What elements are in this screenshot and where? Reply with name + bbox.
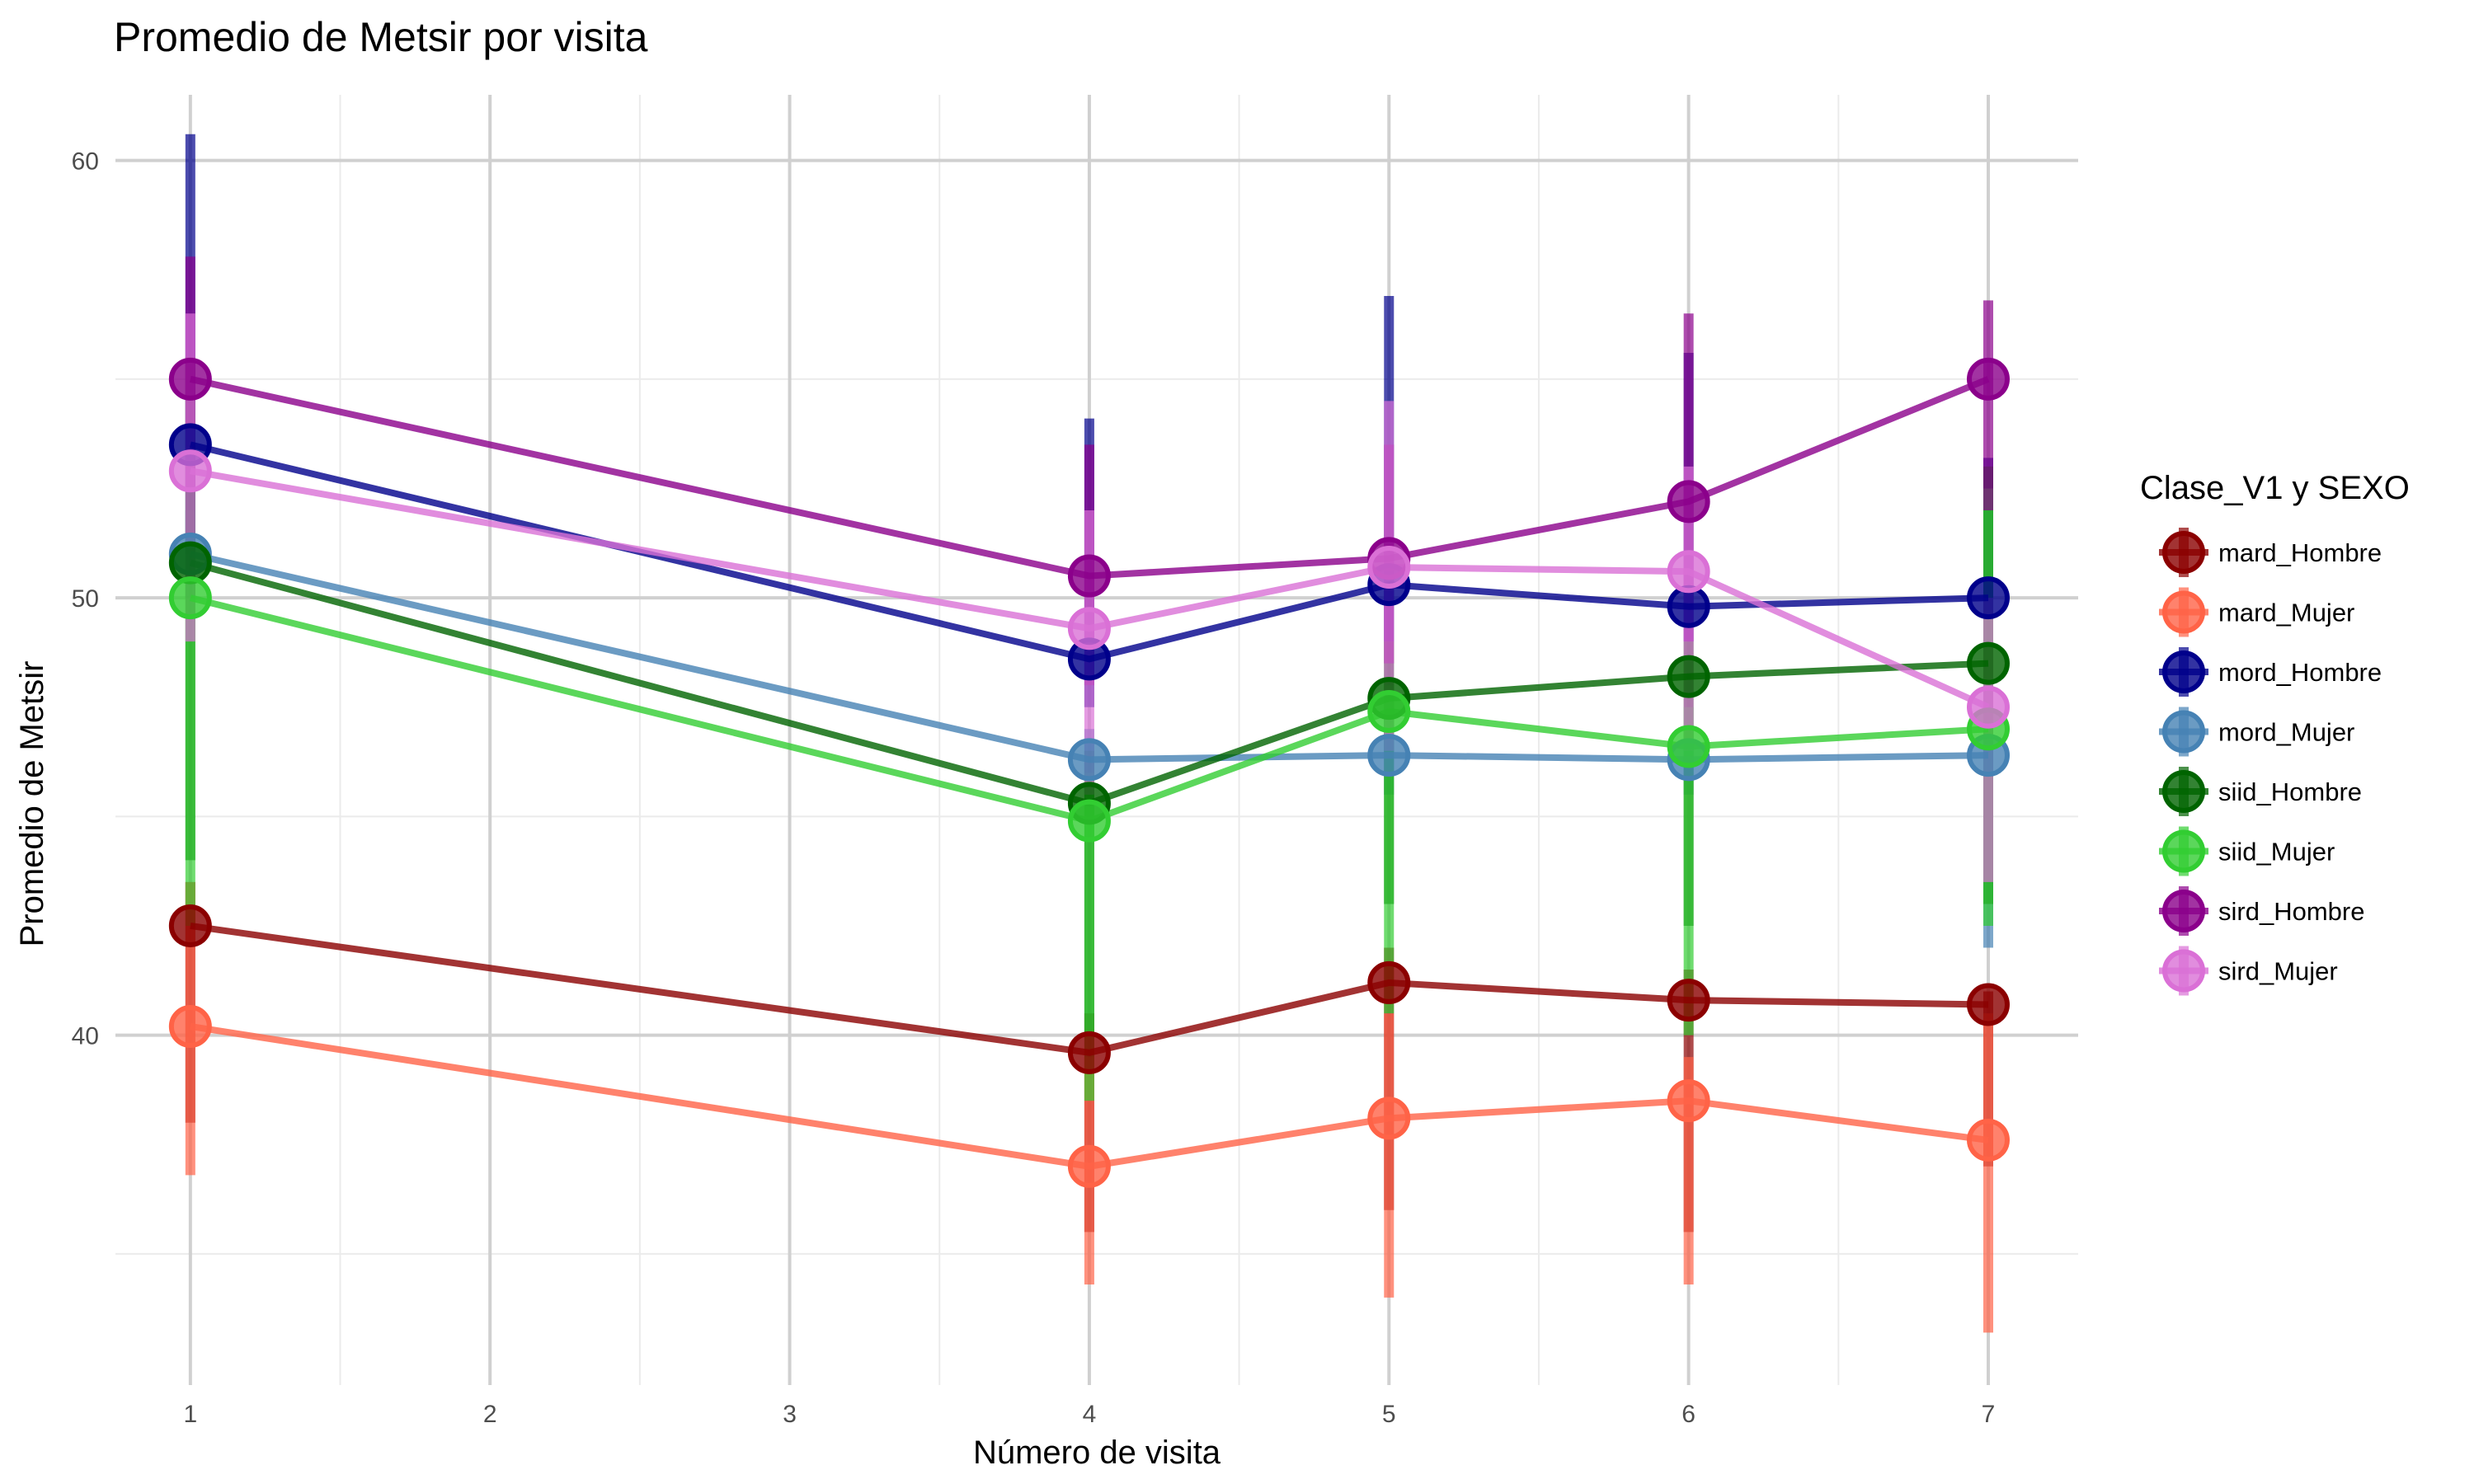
point-sird_Hombre: [1966, 357, 2010, 401]
legend-label: sird_Hombre: [2218, 897, 2364, 926]
point-siid_Hombre: [1966, 641, 2010, 685]
point-mard_Mujer: [168, 1004, 212, 1048]
point-sird_Mujer: [1966, 685, 2010, 729]
legend-item-mord_Hombre: mord_Hombre: [2159, 647, 2382, 697]
legend-item-siid_Mujer: siid_Mujer: [2159, 826, 2335, 876]
legend: Clase_V1 y SEXO mard_Hombre mard_Mujermor…: [2140, 470, 2410, 996]
legend-key-point: [2162, 949, 2205, 993]
y-axis-tick-labels: 40 50 60: [72, 148, 99, 1050]
x-tick-label: 3: [783, 1401, 797, 1428]
point-mard_Hombre: [1966, 983, 2010, 1026]
point-mard_Mujer: [1367, 1097, 1411, 1140]
y-axis-title: Promedio de Metsir: [14, 661, 50, 947]
point-sird_Hombre: [1067, 554, 1111, 598]
point-siid_Hombre: [168, 541, 212, 585]
legend-title: Clase_V1 y SEXO: [2140, 470, 2410, 506]
legend-item-mard_Hombre: mard_Hombre: [2159, 528, 2382, 577]
legend-key-point: [2162, 770, 2205, 813]
y-tick-label: 50: [72, 585, 99, 613]
x-tick-label: 7: [1982, 1401, 1996, 1428]
y-tick-label: 40: [72, 1023, 99, 1050]
legend-key-point: [2162, 890, 2205, 932]
legend-key-point: [2162, 650, 2205, 693]
x-axis-tick-labels: 1 2 3 4 5 6 7: [183, 1401, 1995, 1428]
x-axis-title: Número de visita: [973, 1435, 1221, 1471]
point-mard_Mujer: [1966, 1118, 2010, 1162]
legend-key-point: [2162, 531, 2205, 574]
legend-key-point: [2162, 590, 2205, 634]
point-siid_Mujer: [1067, 799, 1111, 843]
legend-key-point: [2162, 710, 2205, 754]
legend-item-siid_Hombre: siid_Hombre: [2159, 767, 2362, 816]
legend-label: mard_Mujer: [2218, 599, 2354, 627]
series-points: [168, 357, 2010, 1188]
point-mord_Mujer: [1067, 738, 1111, 782]
point-sird_Hombre: [168, 357, 212, 401]
point-mard_Hombre: [168, 904, 212, 947]
x-tick-label: 2: [483, 1401, 497, 1428]
legend-label: sird_Mujer: [2218, 957, 2338, 986]
point-siid_Mujer: [1667, 725, 1710, 768]
legend-item-mard_Mujer: mard_Mujer: [2159, 587, 2354, 637]
point-mard_Mujer: [1667, 1079, 1710, 1123]
legend-label: mard_Hombre: [2218, 538, 2382, 567]
x-tick-label: 6: [1681, 1401, 1696, 1428]
legend-item-mord_Mujer: mord_Mujer: [2159, 707, 2354, 757]
legend-label: siid_Hombre: [2218, 777, 2362, 806]
point-sird_Mujer: [1367, 545, 1411, 589]
point-sird_Hombre: [1667, 480, 1710, 524]
y-tick-label: 60: [72, 148, 99, 176]
point-sird_Mujer: [1067, 607, 1111, 650]
x-tick-label: 5: [1382, 1401, 1396, 1428]
point-siid_Mujer: [168, 576, 212, 620]
legend-label: siid_Mujer: [2218, 838, 2335, 866]
point-mard_Hombre: [1067, 1031, 1111, 1074]
point-mard_Mujer: [1067, 1144, 1111, 1188]
legend-item-sird_Hombre: sird_Hombre: [2159, 886, 2364, 936]
legend-key-point: [2162, 829, 2205, 873]
point-mard_Hombre: [1667, 979, 1710, 1022]
point-sird_Mujer: [1667, 550, 1710, 594]
point-mord_Hombre: [1966, 576, 2010, 620]
legend-items: mard_Hombre mard_Mujer mord_Hombre mord_Muj…: [2159, 528, 2382, 996]
point-mard_Hombre: [1367, 960, 1411, 1004]
x-tick-label: 4: [1083, 1401, 1097, 1428]
point-siid_Mujer: [1367, 690, 1411, 734]
legend-label: mord_Hombre: [2218, 658, 2382, 687]
legend-label: mord_Mujer: [2218, 718, 2354, 747]
chart-title: Promedio de Metsir por visita: [114, 14, 648, 60]
point-sird_Mujer: [168, 449, 212, 493]
point-mord_Mujer: [1367, 734, 1411, 777]
point-siid_Hombre: [1667, 655, 1710, 698]
x-tick-label: 1: [183, 1401, 197, 1428]
point-mord_Hombre: [1667, 585, 1710, 628]
legend-item-sird_Mujer: sird_Mujer: [2159, 946, 2338, 996]
